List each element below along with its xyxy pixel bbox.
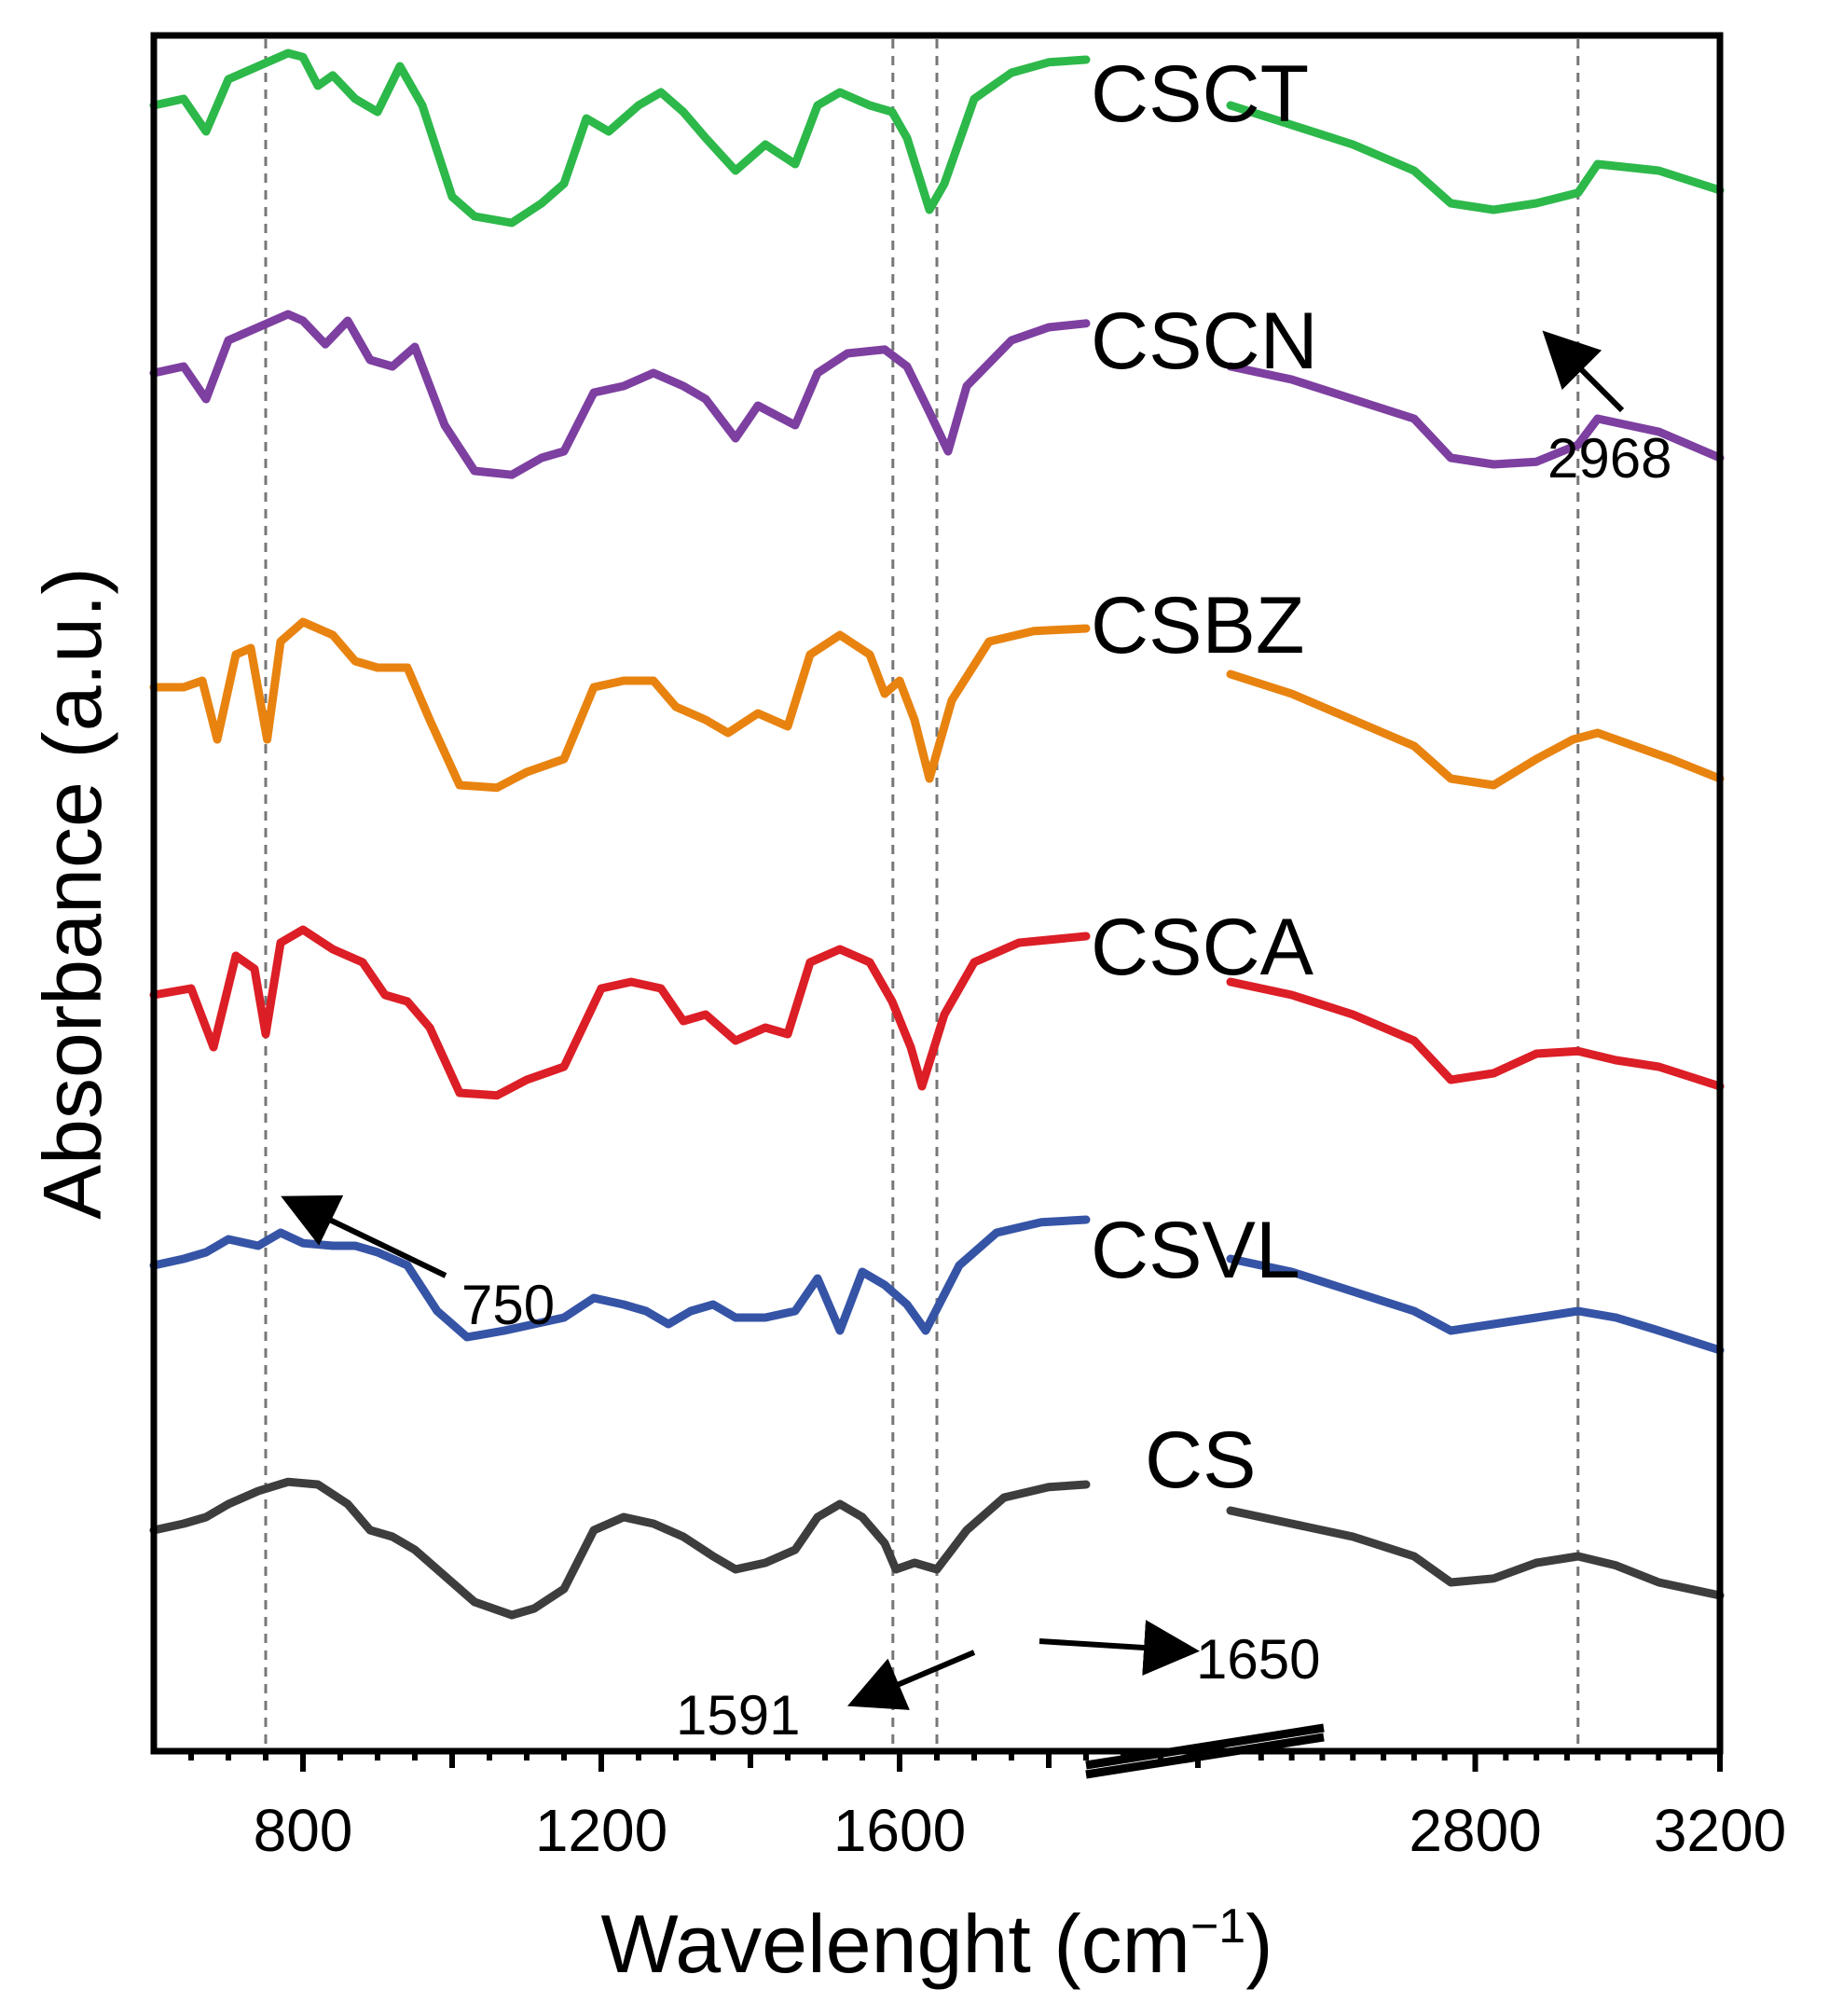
series-line-cs-left — [149, 1477, 1091, 1620]
x-tick-label-1200: 1200 — [535, 1797, 667, 1864]
x-tick-labels: 800 1200 1600 2800 3200 — [254, 1797, 1787, 1864]
x-tick-label-800: 800 — [254, 1797, 353, 1864]
series-layer — [149, 48, 1725, 1620]
x-ticks — [188, 1751, 1723, 1772]
series-label-cscn: CSCN — [1091, 297, 1318, 386]
annotation-1650-label: 1650 — [1196, 1628, 1320, 1691]
annotation-1650: 1650 — [1038, 1620, 1320, 1691]
x-tick-label-1600: 1600 — [833, 1797, 966, 1864]
series-label-csvl: CSVL — [1091, 1206, 1300, 1295]
series-line-csvl-right — [1226, 1254, 1725, 1355]
annotation-2968: 2968 — [1542, 330, 1671, 490]
series-line-csvl-left — [149, 1215, 1091, 1342]
series-line-csct-right — [1226, 101, 1725, 214]
series-line-csca-right — [1226, 977, 1725, 1091]
series-line-csct-left — [149, 48, 1091, 228]
series-label-csct: CSCT — [1091, 49, 1309, 139]
x-tick-label-3200: 3200 — [1654, 1797, 1786, 1864]
annotation-1591-label: 1591 — [676, 1684, 800, 1747]
series-label-csca: CSCA — [1091, 903, 1314, 992]
series-line-cscn-left — [149, 310, 1091, 479]
annotation-750-label: 750 — [461, 1274, 555, 1336]
annotation-2968-label: 2968 — [1547, 427, 1671, 490]
annotation-1591: 1591 — [676, 1650, 976, 1747]
series-label-csbz: CSBZ — [1091, 581, 1304, 670]
y-axis-title: Absorbance (a.u.) — [26, 567, 118, 1220]
series-line-cscn-right — [1226, 362, 1725, 469]
x-tick-label-2800: 2800 — [1409, 1797, 1541, 1864]
annotation-750: 750 — [281, 1194, 555, 1336]
series-line-cs-right — [1226, 1506, 1725, 1600]
series-line-csca-left — [149, 925, 1091, 1100]
series-line-csbz-right — [1226, 670, 1725, 790]
x-axis-title: Wavelenght (cm−1) — [600, 1898, 1272, 1990]
series-line-csbz-left — [149, 617, 1091, 793]
reference-lines — [264, 39, 1580, 1747]
series-label-cs: CS — [1145, 1415, 1256, 1505]
